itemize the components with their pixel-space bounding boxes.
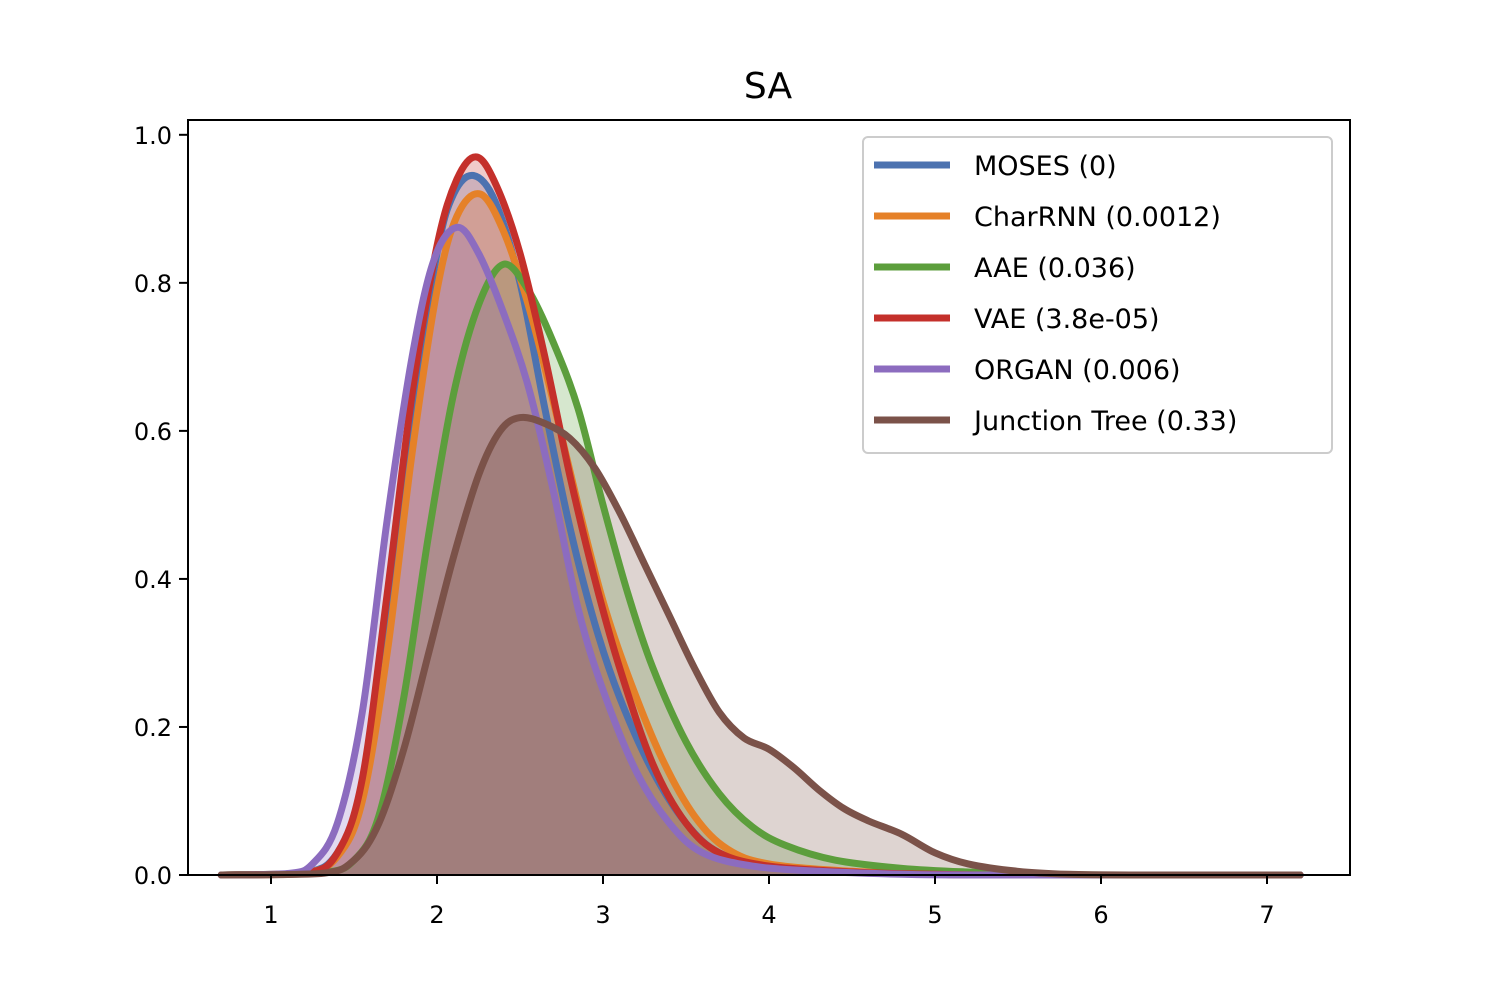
density-lines <box>217 153 1304 879</box>
series-fill-1 <box>221 193 1301 875</box>
x-tick-label: 3 <box>595 901 610 929</box>
y-axis: 0.0 0.2 0.4 0.6 0.8 1.0 <box>134 122 188 890</box>
y-tick-label: 0.8 <box>134 270 172 298</box>
x-tick-label: 7 <box>1259 901 1274 929</box>
x-tick-label: 5 <box>927 901 942 929</box>
y-tick-label: 0.4 <box>134 566 172 594</box>
x-tick-label: 4 <box>761 901 776 929</box>
legend-label-0: MOSES (0) <box>974 151 1117 182</box>
y-tick-label: 0.2 <box>134 714 172 742</box>
series-fill-3 <box>221 156 1301 875</box>
legend-label-1: CharRNN (0.0012) <box>974 202 1221 233</box>
y-tick-label: 1.0 <box>134 122 172 150</box>
legend-box <box>862 136 1333 454</box>
x-tick-label: 6 <box>1093 901 1108 929</box>
legend-label-2: AAE (0.036) <box>974 253 1136 284</box>
legend-label-4: ORGAN (0.006) <box>974 355 1181 386</box>
legend-label-5: Junction Tree (0.33) <box>972 406 1237 437</box>
x-tick-label: 2 <box>429 901 444 929</box>
legend: MOSES (0) CharRNN (0.0012) AAE (0.036) VAE … <box>862 136 1333 454</box>
series-fill-5 <box>221 417 1301 875</box>
series-fill-0 <box>221 175 1301 875</box>
series-fill-4 <box>221 227 1301 875</box>
series-fill-2 <box>221 264 1301 876</box>
series-line-2 <box>217 260 1304 879</box>
chart-title: SA <box>744 66 793 107</box>
series-line-4 <box>217 223 1304 879</box>
x-axis: 1 2 3 4 5 6 7 <box>263 875 1275 929</box>
y-tick-label: 0.0 <box>134 862 172 890</box>
y-tick-label: 0.6 <box>134 418 172 446</box>
density-fills <box>221 156 1301 876</box>
series-line-5 <box>217 413 1304 879</box>
x-tick-label: 1 <box>263 901 278 929</box>
legend-label-3: VAE (3.8e-05) <box>974 304 1160 335</box>
